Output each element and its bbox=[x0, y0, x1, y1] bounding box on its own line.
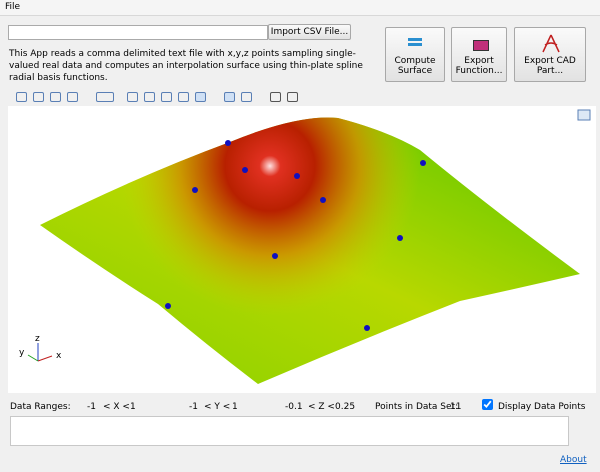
file-path-input[interactable] bbox=[8, 25, 268, 40]
points-count: 11 bbox=[450, 402, 462, 412]
view-3d[interactable] bbox=[195, 92, 206, 102]
view-zx[interactable] bbox=[161, 92, 172, 102]
y-label: y bbox=[19, 348, 25, 358]
view-xy[interactable] bbox=[127, 92, 138, 102]
file-menu[interactable]: File bbox=[5, 2, 21, 12]
transparency[interactable] bbox=[224, 92, 235, 102]
button-label: Export Function... bbox=[455, 56, 503, 76]
export-cad-button[interactable]: Export CAD Part... bbox=[514, 27, 586, 82]
print[interactable] bbox=[287, 92, 298, 102]
display-points-checkbox[interactable] bbox=[482, 399, 493, 410]
view-settings[interactable] bbox=[577, 109, 591, 121]
zoom-in[interactable] bbox=[16, 92, 27, 102]
z-min: -0.1 bbox=[285, 402, 303, 412]
display-points-label[interactable]: Display Data Points bbox=[498, 402, 586, 412]
data-points bbox=[165, 140, 426, 331]
description: This App reads a comma delimited text fi… bbox=[9, 49, 363, 83]
button-label: Export CAD Part... bbox=[524, 56, 576, 76]
x-label: x bbox=[56, 351, 62, 361]
icon bbox=[408, 38, 422, 41]
compute-button[interactable]: Compute Surface bbox=[385, 27, 445, 82]
x-max: 1 bbox=[130, 402, 136, 412]
icon bbox=[473, 40, 489, 51]
x-op: < X < bbox=[103, 402, 130, 412]
screenshot[interactable] bbox=[270, 92, 281, 102]
y-op: < Y < bbox=[204, 402, 231, 412]
message-box bbox=[10, 416, 569, 446]
menu-bar: File bbox=[0, 0, 600, 16]
grid-toggle[interactable] bbox=[178, 92, 189, 102]
view-yz[interactable] bbox=[144, 92, 155, 102]
graphics-view: z x y bbox=[8, 106, 596, 393]
about-link[interactable]: About bbox=[560, 455, 587, 465]
axis-triad: z x y bbox=[19, 334, 62, 362]
export-function-button[interactable]: Export Function... bbox=[451, 27, 507, 82]
x-min: -1 bbox=[87, 402, 96, 412]
icon bbox=[542, 34, 560, 53]
zoom-box[interactable] bbox=[50, 92, 61, 102]
button-label: Compute Surface bbox=[394, 56, 436, 76]
ranges-label: Data Ranges: bbox=[10, 402, 71, 412]
zoom-out[interactable] bbox=[33, 92, 44, 102]
z-label: z bbox=[35, 334, 40, 344]
points-label: Points in Data Set: bbox=[375, 402, 459, 412]
zoom-extents[interactable] bbox=[67, 92, 78, 102]
import-button[interactable]: Import CSV File... bbox=[268, 24, 351, 40]
z-max: 0.25 bbox=[335, 402, 356, 412]
y-min: -1 bbox=[189, 402, 198, 412]
view-axes[interactable] bbox=[96, 92, 114, 102]
y-max: 1 bbox=[232, 402, 238, 412]
render[interactable] bbox=[241, 92, 252, 102]
z-op: < Z < bbox=[308, 402, 335, 412]
